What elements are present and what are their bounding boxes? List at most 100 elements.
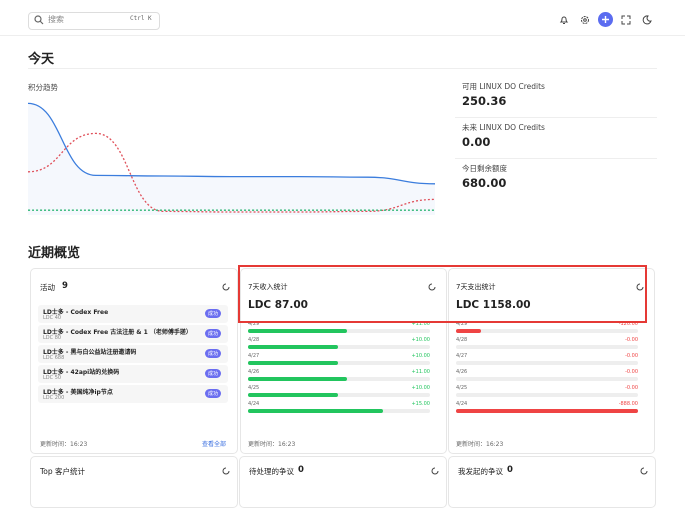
section-title: 今天 — [28, 52, 55, 67]
stat-value: 250.36 — [462, 94, 507, 108]
amount: -0.00 — [625, 385, 638, 391]
refresh-icon[interactable] — [636, 283, 644, 291]
item-title: LD士多 - 黑与白公益站注册邀请码 — [43, 349, 137, 356]
refresh-icon[interactable] — [222, 283, 230, 291]
bar — [248, 377, 347, 381]
card-title: 活动 — [40, 283, 55, 292]
stat-label: 今日剩余额度 — [462, 164, 507, 173]
date: 4/27 — [456, 353, 468, 359]
updated: 更新时间：16:23 — [248, 441, 296, 448]
date: 4/26 — [248, 369, 260, 375]
divider — [455, 117, 657, 118]
amount: -120.00 — [618, 321, 638, 327]
status-badge: 成功 — [205, 309, 222, 318]
card-title: 我发起的争议 — [458, 467, 503, 476]
theme-icon[interactable] — [642, 15, 652, 25]
amount: +15.00 — [411, 401, 430, 407]
total: LDC 87.00 — [248, 299, 308, 311]
divider — [455, 158, 657, 159]
status-badge: 成功 — [205, 349, 222, 358]
item-title: LD士多 - 美国纯净ip节点 — [43, 389, 113, 396]
activity-item — [38, 325, 228, 343]
bar-track — [456, 393, 638, 397]
divider — [28, 68, 657, 69]
amount: -0.00 — [625, 353, 638, 359]
status-badge: 成功 — [205, 369, 222, 378]
amount: +11.00 — [411, 321, 430, 327]
card — [448, 456, 656, 508]
date: 4/24 — [456, 401, 468, 407]
item-sub: LDC 40 — [43, 315, 62, 321]
bar — [456, 329, 481, 333]
refresh-icon[interactable] — [222, 467, 230, 475]
refresh-icon[interactable] — [428, 283, 436, 291]
bar — [248, 329, 347, 333]
bar — [248, 409, 383, 413]
item-sub: LDC 688 — [43, 355, 65, 361]
item-title: LD士多 - 42api站的兑换码 — [43, 369, 120, 376]
card — [240, 268, 447, 454]
activity-item — [38, 365, 228, 383]
item-sub: LDC 50 — [43, 375, 62, 381]
refresh-icon[interactable] — [640, 467, 648, 475]
search-box[interactable] — [28, 12, 160, 30]
date: 4/27 — [248, 353, 260, 359]
search-icon — [34, 15, 44, 25]
date: 4/29 — [248, 321, 260, 327]
stat-label: 可用 LINUX DO Credits — [462, 82, 545, 91]
fullscreen-icon[interactable] — [621, 15, 631, 25]
item-title: LD士多 - Codex Free — [43, 309, 109, 316]
date: 4/28 — [456, 337, 468, 343]
area — [28, 103, 435, 215]
bar-track — [456, 377, 638, 381]
card — [30, 456, 238, 508]
activity-item — [38, 345, 228, 363]
amount: +10.00 — [411, 353, 430, 359]
updated: 更新时间：16:23 — [456, 441, 504, 448]
date: 4/26 — [456, 369, 468, 375]
trend-chart — [28, 102, 435, 215]
status-badge: 成功 — [205, 389, 222, 398]
card — [30, 268, 238, 454]
bar — [456, 409, 638, 413]
item-sub: LDC 200 — [43, 395, 65, 401]
refresh-icon[interactable] — [431, 467, 439, 475]
bar-track — [456, 361, 638, 365]
line — [28, 132, 435, 213]
stat-value: 0.00 — [462, 135, 491, 149]
bar — [248, 393, 338, 397]
amount: +10.00 — [411, 385, 430, 391]
activity-item — [38, 305, 228, 323]
amount: +10.00 — [411, 337, 430, 343]
card-title: Top 客户统计 — [40, 467, 86, 476]
count: 0 — [507, 465, 513, 475]
view-all[interactable]: 查看全部 — [202, 441, 227, 448]
activity-item — [38, 385, 228, 403]
date: 4/25 — [456, 385, 468, 391]
bar-track — [248, 361, 430, 365]
date: 4/29 — [456, 321, 468, 327]
section-title: 近期概览 — [28, 246, 81, 261]
settings-icon[interactable] — [580, 15, 590, 25]
amount: +11.00 — [411, 369, 430, 375]
chart-label: 积分趋势 — [28, 83, 58, 92]
card-title: 待处理的争议 — [249, 467, 294, 476]
stat-label: 未来 LINUX DO Credits — [462, 123, 545, 132]
bar — [248, 345, 338, 349]
total: LDC 1158.00 — [456, 299, 531, 311]
add-button[interactable] — [598, 12, 613, 27]
card-title: 7天支出统计 — [456, 283, 496, 291]
amount: -0.00 — [625, 369, 638, 375]
bar-track — [456, 345, 638, 349]
highlight-box — [238, 265, 647, 323]
count: 9 — [62, 281, 68, 291]
item-title: LD士多 - Codex Free 古法注册 & 1 （老师傅手搓） — [43, 329, 192, 336]
item-sub: LDC 80 — [43, 335, 62, 341]
bell-icon[interactable] — [559, 15, 569, 25]
date: 4/28 — [248, 337, 260, 343]
bar-track — [248, 393, 430, 397]
amount: -888.00 — [618, 401, 638, 407]
amount: -0.00 — [625, 337, 638, 343]
bar-track — [248, 345, 430, 349]
